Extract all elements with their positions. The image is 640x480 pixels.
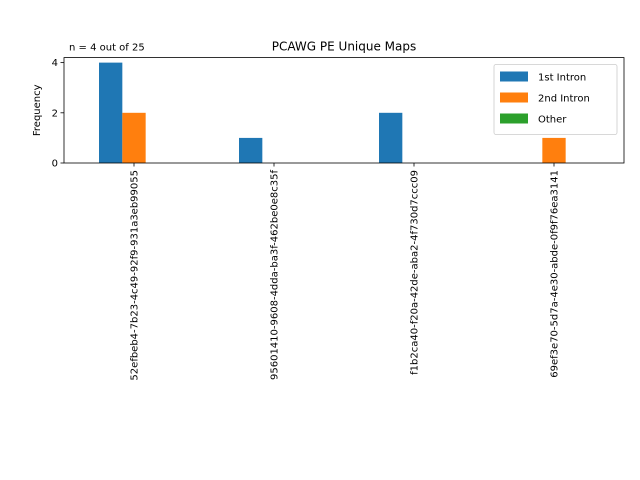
x-tick-label: 52efbeb4-7b23-4c49-92f9-931a3eb99055: [130, 170, 141, 381]
x-tick-label: 69ef3e70-5d7a-4e30-abde-0f9f76ea3141: [550, 170, 561, 378]
y-axis-label: Frequency: [32, 84, 43, 136]
bar: [122, 112, 146, 163]
legend-entry-label: 2nd Intron: [538, 94, 590, 105]
legend-swatch: [500, 92, 528, 103]
axes-frame: [63, 57, 625, 164]
y-tick-label: 2: [52, 108, 58, 119]
bar: [379, 112, 403, 163]
bar: [99, 62, 123, 163]
legend-swatch: [500, 113, 528, 124]
chart-title: PCAWG PE Unique Maps: [272, 40, 417, 54]
bar: [239, 137, 263, 163]
legend-entry-label: 1st Intron: [538, 73, 586, 84]
legend-entry-label: Other: [538, 115, 567, 126]
legend: 1st Intron 2nd Intron Other: [493, 64, 618, 135]
legend-swatch: [500, 71, 528, 82]
y-tick-label: 0: [52, 159, 58, 170]
sample-count-annotation: n = 4 out of 25: [69, 43, 145, 54]
plot-area: 0 2 4 52efbeb4-7b23-4c49-92f9-931a3eb99055 9…: [52, 57, 625, 381]
x-tick-label: f1b2ca40-f20a-42de-aba2-4f730d7ccc09: [410, 170, 421, 375]
y-tick-label: 4: [52, 58, 58, 69]
x-tick-label: 95601410-9608-4dda-ba3f-462be0e8c35f: [270, 170, 281, 380]
bar: [542, 137, 566, 163]
